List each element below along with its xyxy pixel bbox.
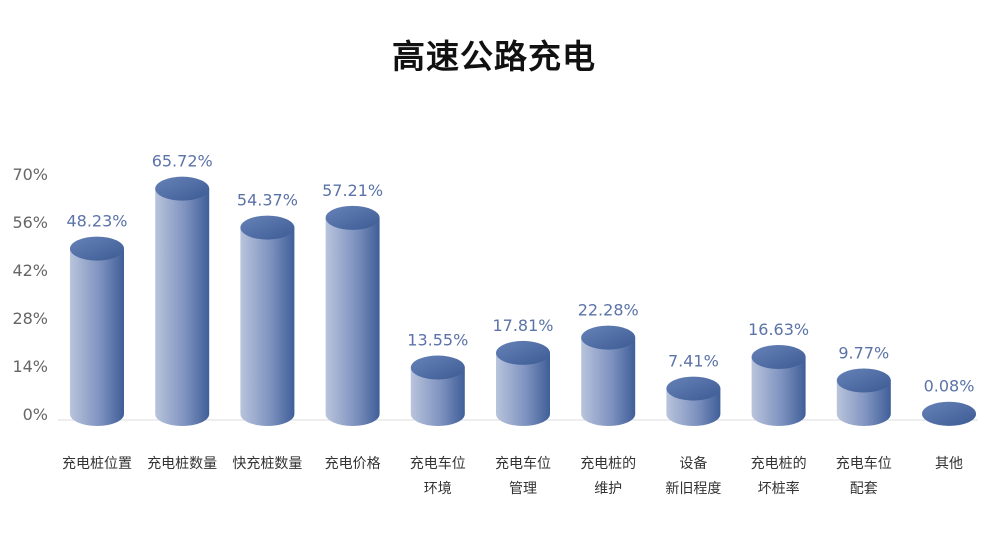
x-tick-label: 坏桩率 [758,480,800,497]
bar-body [155,188,210,426]
y-tick-label: 28% [12,309,48,328]
bar-top [240,215,295,240]
y-tick-label: 70% [12,165,48,184]
y-tick-label: 14% [12,357,48,376]
data-label: 48.23% [66,212,127,231]
data-label: 13.55% [407,331,468,350]
bar-11: 0.08% [922,377,976,426]
x-tick-label: 快充桩数量 [232,455,302,472]
data-label: 16.63% [748,320,809,339]
bar-body [325,217,380,426]
bar-7: 22.28% [578,301,639,426]
bar-5: 13.55% [407,331,468,426]
x-tick-label: 充电桩位置 [62,455,132,472]
bar-top [496,340,550,365]
bar-body [581,337,636,426]
bar-2: 65.72% [152,152,213,426]
bar-top [922,401,976,426]
bars: 48.23% 65.72% 54.37% 57.21% 13.55% 17.81% 22.2… [66,152,976,426]
bar-top [836,368,891,393]
data-label: 7.41% [668,352,719,371]
bar-1: 48.23% [66,212,128,426]
bar-top [155,176,210,201]
bar-body [240,227,295,426]
bar-body [70,248,124,426]
x-tick-label: 其他 [935,456,963,472]
bar-top [581,325,636,350]
x-tick-label: 环境 [424,481,452,497]
x-tick-label: 充电桩的 [751,455,807,472]
data-label: 57.21% [322,181,383,200]
x-tick-label: 维护 [594,481,622,497]
data-label: 0.08% [924,377,975,396]
chart-title: 高速公路充电 [392,37,596,76]
bar-top [751,344,806,369]
x-tick-label: 充电车位 [410,455,466,472]
data-label: 9.77% [838,344,889,363]
data-label: 54.37% [237,191,298,210]
bar-body [751,356,806,426]
x-tick-label: 充电车位 [495,455,551,472]
x-tick-label: 配套 [850,481,878,497]
x-tick-label: 管理 [509,481,537,497]
y-tick-label: 0% [23,405,48,424]
data-label: 65.72% [152,152,213,171]
y-tick-label: 56% [12,213,48,232]
bar-top [410,355,465,380]
bar-9: 16.63% [748,320,809,426]
bar-body [836,380,891,426]
bar-8: 7.41% [666,352,721,426]
bar-top [666,376,721,401]
y-tick-label: 42% [12,261,48,280]
data-label: 17.81% [492,316,553,335]
bar-10: 9.77% [836,344,891,426]
bar-body [410,367,465,426]
x-tick-label: 设备 [679,455,707,472]
x-tick-label: 充电车位 [836,455,892,472]
x-tick-label: 充电价格 [325,456,381,472]
bar-3: 54.37% [237,191,298,426]
x-tick-label: 充电桩数量 [147,455,217,472]
bar-6: 17.81% [492,316,554,426]
x-tick-label: 充电桩的 [580,455,636,472]
bar-4: 57.21% [322,181,383,426]
data-label: 22.28% [578,301,639,320]
bar-body [496,352,550,426]
x-tick-label: 新旧程度 [665,481,721,497]
y-axis: 0% 14% 28% 42% 56% 70% [12,165,48,424]
bar-top [325,205,380,230]
bar-top [70,236,124,261]
